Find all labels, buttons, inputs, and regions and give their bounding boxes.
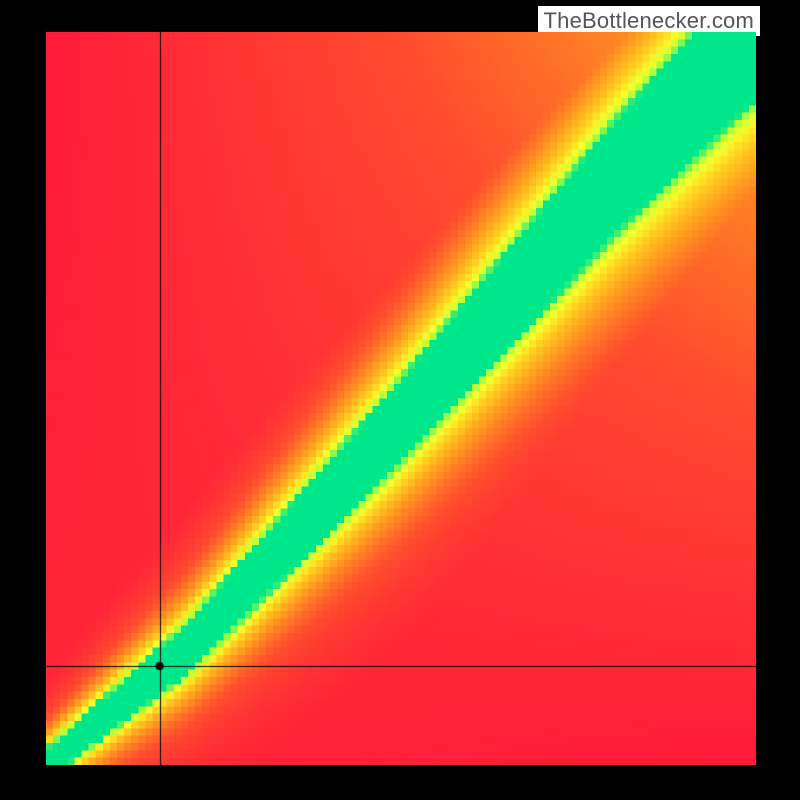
- chart-container: TheBottlenecker.com: [0, 0, 800, 800]
- bottleneck-heatmap: [46, 32, 756, 765]
